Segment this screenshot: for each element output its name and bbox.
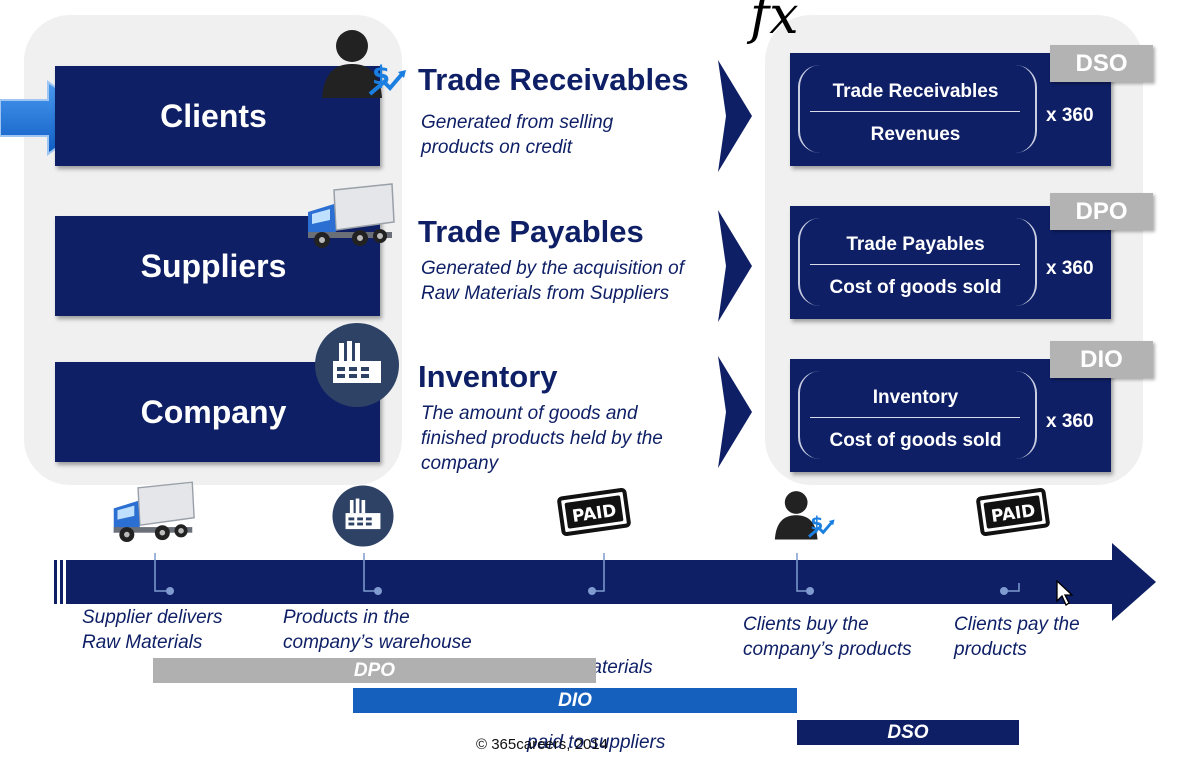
truck-icon bbox=[113, 481, 195, 543]
fraction-line bbox=[810, 111, 1020, 112]
paid-stamp-icon: PAID bbox=[976, 487, 1050, 537]
desc-line: Generated from selling bbox=[421, 112, 614, 133]
formula-multiplier: x 360 bbox=[1046, 105, 1094, 126]
tag-dio: DIO bbox=[1050, 341, 1153, 378]
chevron-right-icon bbox=[718, 356, 752, 468]
timeline-label-supplier-delivers: Supplier delivers Raw Materials bbox=[82, 605, 222, 655]
timeline-label-line: Supplier delivers bbox=[82, 607, 223, 628]
desc-line: company bbox=[421, 453, 499, 474]
truck-icon bbox=[308, 183, 395, 248]
desc-line: finished products held by the bbox=[421, 428, 663, 449]
fraction-line bbox=[810, 264, 1020, 265]
timeline-label-line: Clients pay the bbox=[954, 614, 1080, 635]
desc-line: The amount of goods and bbox=[421, 403, 638, 424]
timeline-label-line: Raw Materials bbox=[82, 632, 203, 653]
formula-bracket bbox=[798, 218, 1037, 306]
timeline-label-line: paid to suppliers bbox=[527, 732, 666, 753]
tag-dso: DSO bbox=[1050, 45, 1153, 82]
formula-numerator: Trade Payables bbox=[846, 234, 985, 255]
timeline-label-line: company’s products bbox=[743, 639, 912, 660]
formula-bracket bbox=[798, 371, 1037, 459]
entity-label-clients: Clients bbox=[160, 97, 267, 134]
formula-multiplier: x 360 bbox=[1046, 411, 1094, 432]
desc-line: Generated by the acquisition of bbox=[421, 258, 685, 279]
timeline-label-clients-buy: Clients buy the company’s products bbox=[743, 612, 912, 662]
formula-numerator: Inventory bbox=[872, 387, 959, 408]
paid-stamp-icon: PAID bbox=[557, 487, 631, 537]
chevron-right-icon bbox=[718, 210, 752, 322]
formula-multiplier: x 360 bbox=[1046, 258, 1094, 279]
copyright-text: © 365careers, 2014 bbox=[476, 736, 608, 753]
timeline-arrow bbox=[54, 543, 1156, 621]
title-inventory: Inventory bbox=[418, 359, 558, 394]
timeline-label-line: products bbox=[954, 639, 1027, 660]
duration-bar-dso: DSO bbox=[797, 720, 1019, 745]
factory-icon bbox=[332, 485, 394, 547]
entity-label-suppliers: Suppliers bbox=[140, 247, 287, 284]
entity-label-company: Company bbox=[140, 393, 287, 430]
desc-trade-receivables: Generated from selling products on credi… bbox=[421, 110, 721, 160]
duration-bar-dio: DIO bbox=[353, 688, 797, 713]
fraction-line bbox=[810, 417, 1020, 418]
desc-trade-payables: Generated by the acquisition of Raw Mate… bbox=[421, 256, 721, 306]
formula-box-dso: Trade Receivables Revenues x 360 bbox=[790, 53, 1111, 166]
formula-denominator: Cost of goods sold bbox=[829, 277, 1002, 298]
formula-denominator: Revenues bbox=[870, 124, 961, 145]
timeline-label-line: company’s warehouse bbox=[283, 632, 472, 653]
chevron-right-icon bbox=[718, 60, 752, 172]
title-trade-receivables: Trade Receivables bbox=[418, 62, 689, 97]
person-dollar-icon: $ bbox=[322, 30, 406, 98]
timeline-label-line: Clients buy the bbox=[743, 614, 869, 635]
timeline-label-line: Products in the bbox=[283, 607, 410, 628]
person-dollar-icon: $ bbox=[774, 491, 835, 540]
title-trade-payables: Trade Payables bbox=[418, 214, 644, 249]
factory-icon bbox=[315, 323, 399, 407]
mouse-cursor-icon bbox=[1056, 580, 1074, 606]
entity-box-company: Company bbox=[55, 362, 380, 462]
formula-symbol: fx bbox=[750, 0, 799, 46]
tag-dpo: DPO bbox=[1050, 193, 1153, 230]
timeline-label-clients-pay: Clients pay the products bbox=[954, 612, 1080, 662]
formula-numerator: Trade Receivables bbox=[832, 81, 999, 102]
timeline-label-products-warehouse: Products in the company’s warehouse bbox=[283, 605, 472, 655]
duration-bar-dpo: DPO bbox=[153, 658, 596, 683]
desc-line: products on credit bbox=[421, 137, 573, 158]
formula-bracket bbox=[798, 65, 1037, 153]
desc-inventory: The amount of goods and finished product… bbox=[421, 401, 721, 476]
desc-line: Raw Materials from Suppliers bbox=[421, 283, 670, 304]
formula-denominator: Cost of goods sold bbox=[829, 430, 1002, 451]
